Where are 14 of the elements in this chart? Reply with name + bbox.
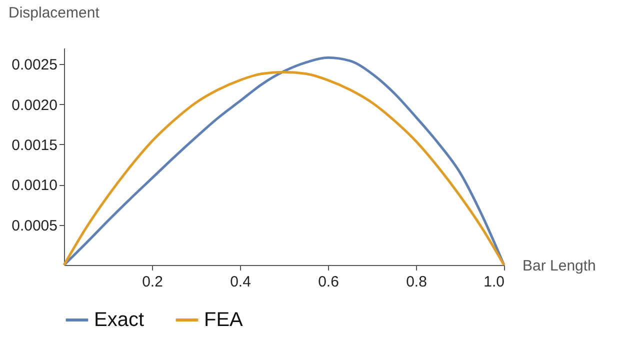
y-tick-label: 0.0010	[12, 177, 58, 194]
y-tick-label: 0.0015	[12, 136, 58, 154]
y-axis-title: Displacement	[8, 4, 100, 22]
legend-label: FEA	[204, 309, 244, 331]
y-tick-label: 0.0005	[12, 217, 58, 234]
x-tick-label: 0.4	[230, 274, 251, 290]
x-tick-label: 0.2	[142, 274, 163, 290]
legend-label: Exact	[94, 309, 144, 331]
x-tick-label: 0.6	[318, 274, 339, 290]
y-tick-label: 0.0020	[12, 96, 58, 114]
x-tick-label: 0.8	[406, 274, 427, 290]
x-tick-label: 1.0	[484, 274, 504, 290]
y-tick-label: 0.0025	[12, 56, 58, 74]
x-axis-title: Bar Length	[522, 258, 596, 274]
